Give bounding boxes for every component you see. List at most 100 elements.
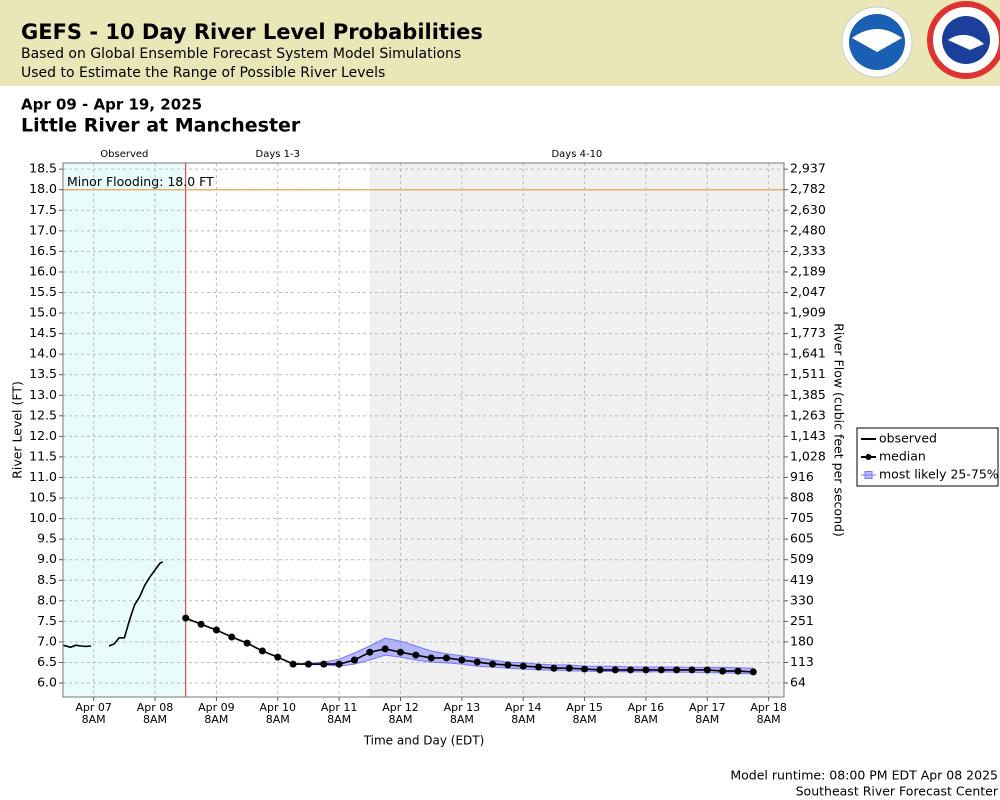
y-tick-label: 15.5 [29, 284, 57, 299]
header-band [0, 0, 1000, 86]
y-tick-label: 17.0 [29, 222, 57, 237]
y2-tick-label: 705 [790, 510, 814, 525]
x-tick-label: Apr 09 8AM [198, 701, 235, 726]
y2-tick-label: 1,773 [790, 325, 826, 340]
median-point [197, 620, 205, 628]
y-tick-label: 7.0 [37, 633, 57, 648]
median-point [243, 639, 251, 647]
x-tick-label: Apr 17 8AM [689, 701, 726, 726]
header-subtitle: Based on Global Ensemble Forecast System… [21, 46, 461, 62]
y-tick-label: 8.5 [37, 572, 57, 587]
median-point [657, 666, 665, 674]
x-tick-label: Apr 16 8AM [627, 701, 665, 726]
y2-tick-label: 180 [790, 633, 814, 648]
y2-tick-label: 2,047 [790, 284, 826, 299]
y-tick-label: 9.0 [37, 551, 57, 566]
legend-marker [865, 454, 872, 460]
median-point [473, 658, 481, 666]
median-point [228, 633, 236, 641]
median-point [565, 664, 573, 672]
median-point [611, 666, 619, 674]
y-tick-label: 6.5 [37, 654, 57, 669]
median-point [396, 648, 404, 656]
y2-tick-label: 64 [790, 675, 806, 690]
y-tick-label: 13.5 [29, 366, 57, 381]
y2-tick-label: 1,028 [790, 448, 826, 463]
y2-tick-label: 808 [790, 490, 814, 505]
x-tick-label: Apr 14 8AM [504, 701, 542, 726]
median-point [703, 666, 711, 674]
x-tick-label: Apr 07 8AM [75, 701, 112, 726]
y2-tick-label: 2,937 [790, 161, 826, 176]
median-point [350, 656, 358, 664]
legend-label: most likely 25-75% [879, 467, 999, 482]
y2-axis-title: River Flow (cubic feet per second) [832, 323, 847, 537]
median-point [519, 662, 527, 670]
x-tick-label: Apr 12 8AM [382, 701, 419, 726]
x-tick-label: Apr 11 8AM [320, 701, 358, 726]
threshold-label: Minor Flooding: 18.0 FT [67, 174, 214, 189]
median-point [366, 648, 374, 656]
x-tick-label: Apr 18 8AM [750, 701, 787, 726]
median-point [688, 666, 696, 674]
y-tick-label: 16.0 [29, 263, 57, 278]
median-point [581, 665, 589, 673]
median-point [596, 666, 604, 674]
y2-tick-label: 2,480 [790, 222, 826, 237]
median-point [550, 664, 558, 672]
y-tick-label: 10.5 [29, 490, 57, 505]
period-label: Days 4-10 [551, 149, 602, 160]
y-tick-label: 15.0 [29, 305, 57, 320]
y-tick-label: 6.0 [37, 675, 57, 690]
legend-label: median [879, 449, 926, 464]
y-tick-label: 14.0 [29, 346, 57, 361]
period-label: Observed [100, 149, 148, 160]
median-point [458, 656, 466, 664]
location: Little River at Manchester [21, 115, 301, 137]
median-point [427, 654, 435, 662]
y2-tick-label: 330 [790, 592, 814, 607]
header-title: GEFS - 10 Day River Level Probabilities [21, 20, 483, 44]
footer-runtime: Model runtime: 08:00 PM EDT Apr 08 2025 [730, 768, 998, 783]
y2-tick-label: 1,909 [790, 305, 826, 320]
y-tick-label: 18.5 [29, 161, 57, 176]
x-tick-label: Apr 10 8AM [259, 701, 297, 726]
median-point [258, 647, 266, 655]
nws-logo [927, 1, 1000, 79]
header-subtitle: Used to Estimate the Range of Possible R… [21, 65, 385, 81]
median-point [642, 666, 650, 674]
legend-label: observed [879, 431, 937, 446]
footer-center: Southeast River Forecast Center [796, 784, 999, 799]
median-point [212, 626, 220, 634]
y2-tick-label: 1,385 [790, 387, 826, 402]
y-tick-label: 16.5 [29, 243, 57, 258]
median-point [412, 651, 420, 659]
y-tick-label: 10.0 [29, 510, 57, 525]
median-point [734, 667, 742, 675]
median-point [443, 654, 451, 662]
series-line [62, 561, 164, 649]
median-point [182, 614, 190, 622]
median-point [289, 660, 297, 668]
y-tick-label: 7.5 [37, 613, 57, 628]
y2-tick-label: 1,263 [790, 407, 826, 422]
y2-tick-label: 1,641 [790, 346, 826, 361]
median-point [320, 660, 328, 668]
y2-tick-label: 1,143 [790, 428, 826, 443]
plot-frame [62, 162, 785, 698]
y2-tick-label: 2,333 [790, 243, 826, 258]
median-point [381, 645, 389, 653]
y-tick-label: 11.0 [29, 469, 57, 484]
x-tick-label: Apr 13 8AM [443, 701, 481, 726]
y2-tick-label: 251 [790, 613, 814, 628]
y2-tick-label: 2,782 [790, 181, 826, 196]
median-point [719, 667, 727, 675]
y2-tick-label: 2,189 [790, 263, 826, 278]
y-tick-label: 18.0 [29, 181, 57, 196]
noaa-logo [841, 6, 913, 78]
median-point [504, 661, 512, 669]
period-label: Days 1-3 [256, 149, 300, 160]
y-tick-label: 8.0 [37, 592, 57, 607]
median-point [535, 663, 543, 671]
